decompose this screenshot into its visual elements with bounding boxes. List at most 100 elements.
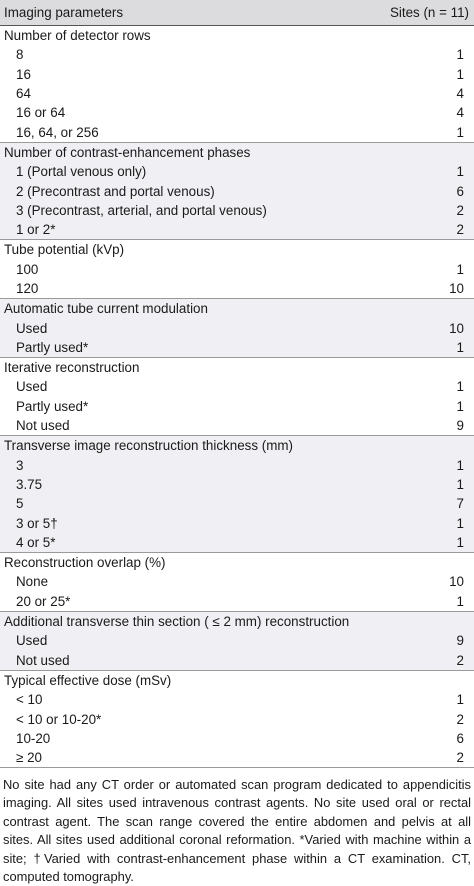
row-value: 2 xyxy=(456,222,464,238)
row-value: 9 xyxy=(456,633,464,649)
table-row: 3.75 1 xyxy=(0,475,474,494)
row-value: 10 xyxy=(449,320,464,336)
row-value: 9 xyxy=(456,418,464,434)
section-title-label: Iterative reconstruction xyxy=(4,360,140,376)
row-value: 2 xyxy=(456,711,464,727)
row-label: 20 or 25* xyxy=(16,593,71,609)
row-label: 10-20 xyxy=(16,730,51,746)
row-value: 1 xyxy=(456,164,464,180)
row-label: None xyxy=(16,574,49,590)
row-value: 2 xyxy=(456,202,464,218)
row-label: Partly used* xyxy=(16,339,89,355)
row-label: 3 or 5† xyxy=(16,515,58,531)
section-title: Iterative reconstruction xyxy=(0,358,474,377)
section-title-label: Transverse image reconstruction thicknes… xyxy=(4,438,293,454)
section-title-label: Number of detector rows xyxy=(4,28,151,44)
row-label: 16 xyxy=(16,66,31,82)
row-value: 2 xyxy=(456,750,464,766)
row-label: < 10 xyxy=(16,692,43,708)
row-label: 100 xyxy=(16,261,39,277)
row-value: 4 xyxy=(456,86,464,102)
section-title: Automatic tube current modulation xyxy=(0,299,474,318)
header-sites-label: Sites (n = 11) xyxy=(389,5,469,20)
section-title-label: Automatic tube current modulation xyxy=(4,301,208,317)
row-value: 1 xyxy=(456,476,464,492)
row-label: ≥ 20 xyxy=(16,750,42,766)
table-header: Imaging parameters Sites (n = 11) xyxy=(0,0,474,26)
row-value: 1 xyxy=(456,339,464,355)
table-row: Used 1 xyxy=(0,377,474,396)
row-label: 16, 64, or 256 xyxy=(16,124,99,140)
row-value: 2 xyxy=(456,652,464,668)
row-label: 1 (Portal venous only) xyxy=(16,164,147,180)
table-row: < 10 1 xyxy=(0,690,474,709)
table-row: 120 10 xyxy=(0,279,474,298)
section-title: Reconstruction overlap (%) xyxy=(0,553,474,572)
row-label: Used xyxy=(16,379,48,395)
table-row: 4 or 5* 1 xyxy=(0,533,474,552)
row-value: 6 xyxy=(456,183,464,199)
table-row: 16 or 64 4 xyxy=(0,103,474,122)
row-value: 1 xyxy=(456,692,464,708)
row-value: 1 xyxy=(456,124,464,140)
section-title-label: Additional transverse thin section ( ≤ 2… xyxy=(4,614,350,630)
table-row: Used 10 xyxy=(0,318,474,337)
table-row: ≥ 20 2 xyxy=(0,748,474,767)
row-label: 1 or 2* xyxy=(16,222,56,238)
table-row: None 10 xyxy=(0,572,474,591)
table-section: Iterative reconstruction Used 1 Partly used… xyxy=(0,358,474,437)
table-row: 16 1 xyxy=(0,65,474,84)
row-label: Partly used* xyxy=(16,398,89,414)
section-title: Tube potential (kVp) xyxy=(0,240,474,259)
section-title: Additional transverse thin section ( ≤ 2… xyxy=(0,612,474,631)
section-title: Typical effective dose (mSv) xyxy=(0,671,474,690)
table-row: 1 (Portal venous only) 1 xyxy=(0,162,474,181)
table-row: 20 or 25* 1 xyxy=(0,592,474,611)
table-row: Not used 9 xyxy=(0,416,474,435)
table-row: Partly used* 1 xyxy=(0,397,474,416)
row-label: 3 (Precontrast, arterial, and portal ven… xyxy=(16,202,267,218)
row-value: 1 xyxy=(456,457,464,473)
table-row: 3 or 5† 1 xyxy=(0,513,474,532)
section-title-label: Number of contrast-enhancement phases xyxy=(4,144,251,160)
row-value: 7 xyxy=(456,496,464,512)
imaging-parameters-table: Imaging parameters Sites (n = 11) Number… xyxy=(0,0,474,769)
table-section: Number of contrast-enhancement phases 1 (… xyxy=(0,142,474,241)
row-value: 1 xyxy=(456,261,464,277)
table-row: Used 9 xyxy=(0,631,474,650)
table-row: 100 1 xyxy=(0,260,474,279)
table-row: 10-20 6 xyxy=(0,729,474,748)
row-label: Not used xyxy=(16,652,70,668)
table-section: Transverse image reconstruction thicknes… xyxy=(0,436,474,554)
table-section: Number of detector rows 8 1 16 1 64 4 16 or 64 4… xyxy=(0,26,474,143)
table-row: Not used 2 xyxy=(0,651,474,670)
row-value: 1 xyxy=(456,379,464,395)
row-label: 5 xyxy=(16,496,24,512)
row-label: Used xyxy=(16,320,48,336)
section-title: Number of detector rows xyxy=(0,26,474,45)
row-value: 1 xyxy=(456,47,464,63)
section-title: Number of contrast-enhancement phases xyxy=(0,143,474,162)
row-label: Used xyxy=(16,633,48,649)
row-value: 10 xyxy=(449,574,464,590)
row-label: 3.75 xyxy=(16,476,43,492)
row-value: 1 xyxy=(456,593,464,609)
row-value: 10 xyxy=(449,281,464,296)
row-label: 8 xyxy=(16,47,24,63)
row-value: 4 xyxy=(456,105,464,121)
row-value: 6 xyxy=(456,730,464,746)
row-label: 120 xyxy=(16,281,39,296)
row-label: 3 xyxy=(16,457,24,473)
table-section: Typical effective dose (mSv) < 10 1 < 10 or… xyxy=(0,671,474,769)
table-row: Partly used* 1 xyxy=(0,338,474,357)
row-label: < 10 or 10-20* xyxy=(16,711,102,727)
row-value: 1 xyxy=(456,515,464,531)
table-section: Additional transverse thin section ( ≤ 2… xyxy=(0,611,474,671)
row-label: 64 xyxy=(16,86,31,102)
table-row: < 10 or 10-20* 2 xyxy=(0,709,474,728)
table-row: 1 or 2* 2 xyxy=(0,220,474,239)
row-label: Not used xyxy=(16,418,70,434)
